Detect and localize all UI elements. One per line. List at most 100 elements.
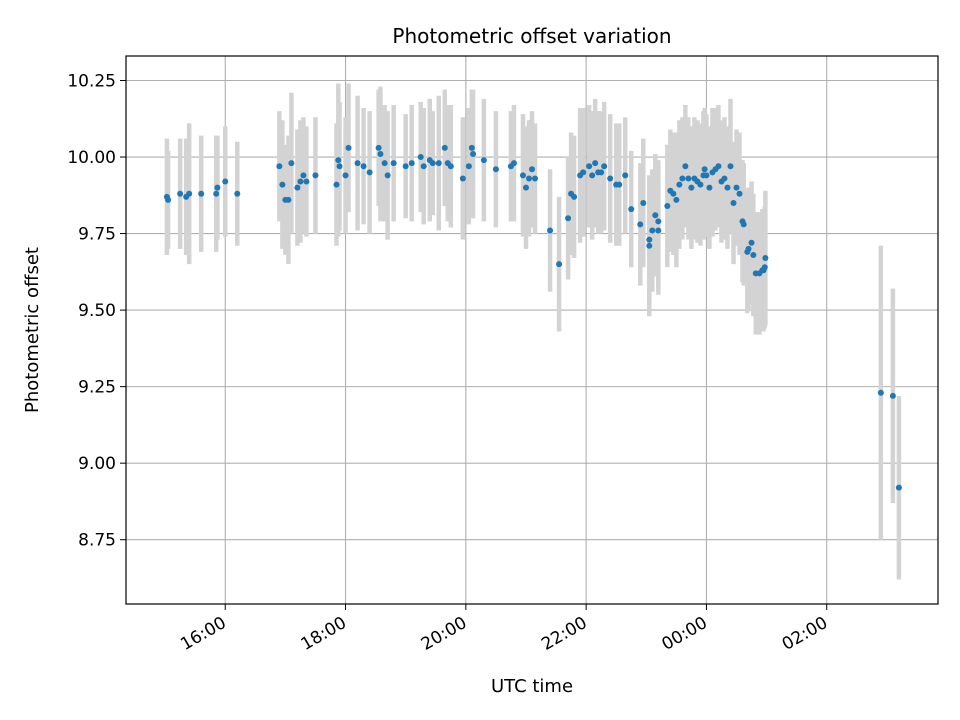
data-point (598, 169, 605, 176)
data-point (297, 178, 304, 185)
data-point (522, 184, 529, 191)
data-point (649, 227, 656, 234)
y-tick-label: 9.00 (78, 454, 116, 474)
data-point (480, 157, 487, 164)
data-point (727, 163, 734, 170)
data-point (366, 169, 373, 176)
data-point (640, 199, 647, 206)
x-axis-label: UTC time (491, 676, 573, 697)
data-point (177, 190, 184, 197)
data-points (163, 144, 902, 491)
data-point (586, 163, 593, 170)
data-point (682, 163, 689, 170)
data-point (715, 163, 722, 170)
data-point (667, 187, 674, 194)
data-point (214, 184, 221, 191)
data-point (761, 264, 768, 271)
data-point (408, 160, 415, 167)
data-point (740, 221, 747, 228)
data-point (519, 172, 526, 179)
data-point (556, 261, 563, 268)
data-point (335, 157, 342, 164)
data-point (607, 175, 614, 182)
y-tick-label: 10.25 (67, 71, 116, 91)
data-point (345, 144, 352, 151)
data-point (492, 166, 499, 173)
data-point (447, 163, 454, 170)
data-point (529, 166, 535, 173)
data-point (360, 163, 367, 170)
data-point (889, 392, 896, 399)
data-point (165, 196, 172, 203)
data-point (381, 160, 388, 167)
data-point (468, 144, 475, 151)
data-point (429, 160, 436, 167)
data-point (279, 181, 286, 188)
data-point (616, 181, 623, 188)
data-point (300, 172, 307, 179)
data-point (459, 175, 466, 182)
data-point (342, 172, 349, 179)
data-point (592, 160, 599, 167)
data-point (390, 160, 397, 167)
data-point (646, 236, 653, 243)
data-point (303, 178, 310, 185)
y-axis-ticks: 8.75 9.00 9.25 9.50 9.75 10.00 10.25 (67, 71, 126, 551)
data-point (652, 212, 659, 219)
data-point (589, 172, 596, 179)
y-axis-label: Photometric offset (22, 247, 43, 413)
data-point (745, 245, 752, 252)
data-point (435, 160, 442, 167)
data-point (628, 206, 635, 213)
data-point (733, 184, 740, 191)
y-tick-label: 9.25 (78, 378, 116, 398)
data-point (697, 181, 704, 188)
data-point (685, 175, 692, 182)
data-point (673, 196, 680, 203)
data-point (748, 239, 755, 246)
data-point (198, 190, 205, 197)
data-point (420, 163, 427, 170)
chart-title: Photometric offset variation (392, 24, 671, 48)
data-point (655, 227, 662, 234)
data-point (706, 184, 713, 191)
data-point (222, 178, 229, 185)
data-point (580, 169, 587, 176)
data-point (762, 255, 769, 262)
data-point (721, 175, 728, 182)
data-point (571, 193, 578, 200)
data-point (288, 160, 295, 167)
data-point (703, 172, 710, 179)
data-point (333, 181, 340, 188)
data-point (724, 184, 731, 191)
data-point (532, 175, 539, 182)
data-point (417, 154, 424, 161)
data-point (646, 242, 653, 249)
data-point (730, 199, 737, 206)
data-point (637, 221, 644, 228)
data-point (354, 160, 361, 167)
data-point (402, 163, 409, 170)
data-point (877, 389, 884, 396)
data-point (234, 190, 241, 197)
data-point (664, 203, 671, 210)
data-point (510, 160, 517, 167)
data-point (655, 218, 662, 225)
plot-frame (125, 55, 939, 605)
data-point (276, 163, 283, 170)
data-point (750, 251, 757, 258)
data-point (525, 175, 532, 182)
data-point (736, 190, 743, 197)
grid (126, 56, 938, 604)
data-point (336, 163, 343, 170)
data-point (375, 144, 382, 151)
data-point (312, 172, 319, 179)
data-point (465, 163, 472, 170)
data-point (895, 484, 902, 491)
y-tick-label: 8.75 (78, 531, 116, 551)
data-point (470, 150, 477, 157)
y-tick-label: 9.75 (78, 225, 116, 245)
data-point (622, 172, 629, 179)
data-point (441, 144, 448, 151)
